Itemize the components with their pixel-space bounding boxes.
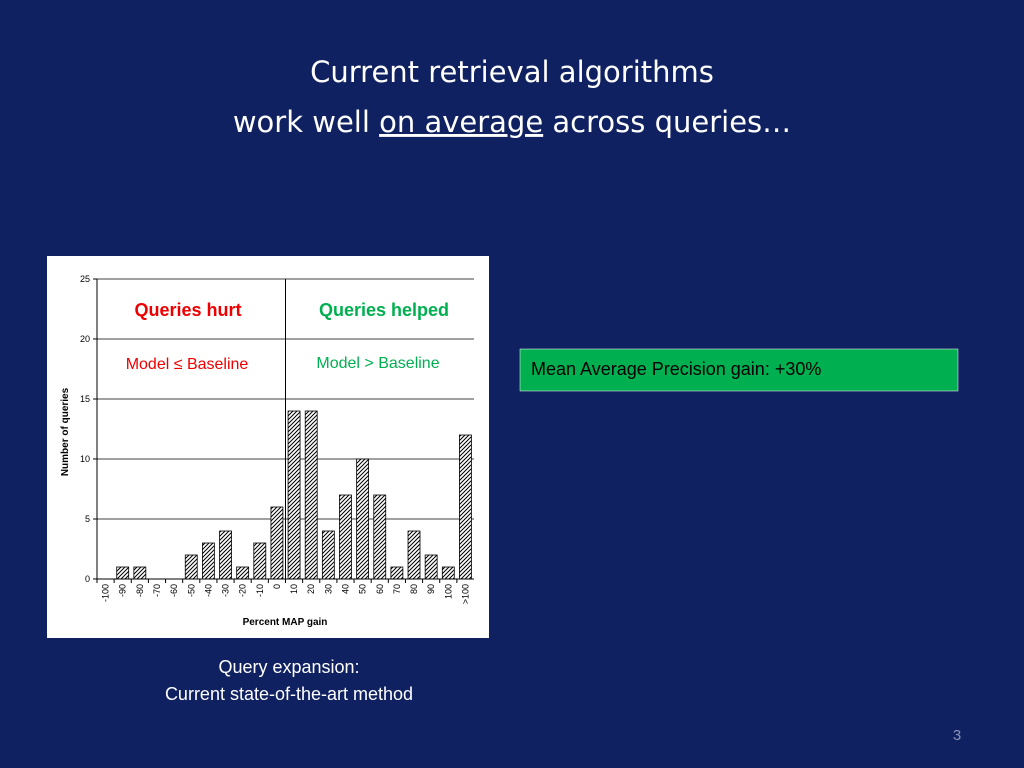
caption: Current state-of-the-art method xyxy=(165,684,413,704)
x-tick-label: 30 xyxy=(323,584,333,594)
bar xyxy=(116,566,130,580)
bar xyxy=(253,542,267,580)
x-tick-label: 70 xyxy=(392,584,402,594)
x-tick-label: -30 xyxy=(221,584,231,597)
annotation: Queries hurt xyxy=(134,300,241,320)
x-tick-label: -100 xyxy=(101,584,111,602)
x-tick-label: >100 xyxy=(460,584,470,604)
summary-box xyxy=(519,348,959,392)
x-tick-label: -20 xyxy=(238,584,248,597)
x-tick-label: -10 xyxy=(255,584,265,597)
bar xyxy=(424,554,438,580)
annotation: Queries helped xyxy=(319,300,449,320)
x-axis-label: Percent MAP gain xyxy=(243,617,328,628)
page-number: 3 xyxy=(953,727,961,744)
slide-title-line1: Current retrieval algorithms xyxy=(310,55,714,89)
annotation: Model > Baseline xyxy=(316,355,439,372)
bar xyxy=(304,410,318,580)
y-tick-label: 15 xyxy=(80,394,90,404)
bar xyxy=(270,506,284,580)
x-tick-label: -50 xyxy=(186,584,196,597)
bar xyxy=(236,566,250,580)
x-tick-label: -40 xyxy=(203,584,213,597)
y-tick-label: 5 xyxy=(85,514,90,524)
x-tick-label: 80 xyxy=(409,584,419,594)
x-tick-label: 0 xyxy=(272,584,282,589)
bar xyxy=(219,530,232,580)
bar xyxy=(339,494,352,580)
x-tick-label: -90 xyxy=(118,584,128,597)
x-tick-label: 10 xyxy=(289,584,299,594)
x-tick-label: -60 xyxy=(169,584,179,597)
summary-text: Mean Average Precision gain: +30% xyxy=(531,359,821,379)
annotation: Model ≤ Baseline xyxy=(126,356,249,373)
title-text: across queries… xyxy=(552,105,791,139)
y-tick-label: 25 xyxy=(80,274,90,284)
x-tick-label: 60 xyxy=(375,584,385,594)
x-tick-label: 20 xyxy=(306,584,316,594)
y-tick-label: 10 xyxy=(80,454,90,464)
bar xyxy=(441,566,455,580)
slide-title-line2: work well on average across queries… xyxy=(233,105,791,139)
x-tick-label: 40 xyxy=(340,584,350,594)
bar xyxy=(287,410,301,580)
x-tick-label: 90 xyxy=(426,584,436,594)
bar xyxy=(373,494,387,580)
title-text: work well xyxy=(233,105,370,139)
title-emphasis: on average xyxy=(379,105,543,139)
bar xyxy=(390,566,404,580)
x-tick-label: 100 xyxy=(443,584,453,599)
bar xyxy=(321,530,335,580)
x-tick-label: -80 xyxy=(135,584,145,597)
bar xyxy=(133,566,147,580)
bar xyxy=(201,542,215,580)
y-axis-label: Number of queries xyxy=(60,387,71,476)
x-tick-label: -70 xyxy=(152,584,162,597)
caption: Query expansion: xyxy=(218,657,359,677)
bar xyxy=(184,554,198,580)
bar xyxy=(459,434,472,580)
y-tick-label: 0 xyxy=(85,574,90,584)
bar xyxy=(407,530,421,580)
x-tick-label: 50 xyxy=(358,584,368,594)
y-tick-label: 20 xyxy=(80,334,90,344)
bar xyxy=(356,458,370,580)
